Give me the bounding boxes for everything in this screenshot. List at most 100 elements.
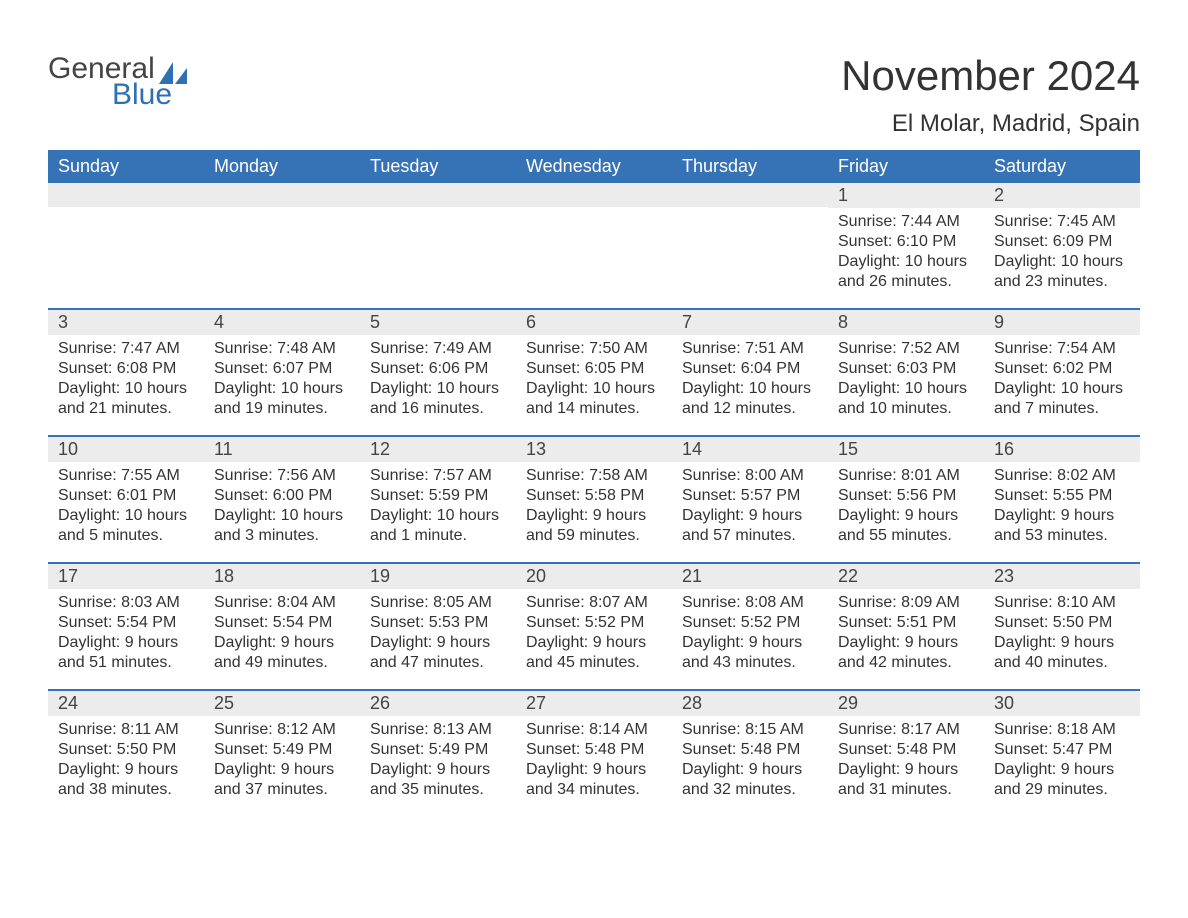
calendar-cell: 25Sunrise: 8:12 AMSunset: 5:49 PMDayligh…: [204, 691, 360, 816]
day-number: [360, 183, 516, 207]
daylight-text: Daylight: 10 hours and 16 minutes.: [370, 379, 506, 419]
daylight-text: Daylight: 10 hours and 7 minutes.: [994, 379, 1130, 419]
dayhead-fri: Friday: [828, 150, 984, 183]
day-number: 7: [672, 310, 828, 335]
sunrise-text: Sunrise: 7:58 AM: [526, 466, 662, 486]
month-title: November 2024: [841, 52, 1140, 100]
sunrise-text: Sunrise: 8:10 AM: [994, 593, 1130, 613]
calendar-header: Sunday Monday Tuesday Wednesday Thursday…: [48, 150, 1140, 183]
day-info: Sunrise: 7:54 AMSunset: 6:02 PMDaylight:…: [994, 339, 1130, 419]
daylight-text: Daylight: 10 hours and 14 minutes.: [526, 379, 662, 419]
day-number: [672, 183, 828, 207]
sunrise-text: Sunrise: 8:09 AM: [838, 593, 974, 613]
daylight-text: Daylight: 10 hours and 1 minute.: [370, 506, 506, 546]
day-number: 30: [984, 691, 1140, 716]
day-number: 16: [984, 437, 1140, 462]
day-number: 22: [828, 564, 984, 589]
calendar-cell: 4Sunrise: 7:48 AMSunset: 6:07 PMDaylight…: [204, 310, 360, 435]
day-info: Sunrise: 8:17 AMSunset: 5:48 PMDaylight:…: [838, 720, 974, 800]
day-number: 23: [984, 564, 1140, 589]
day-number: 27: [516, 691, 672, 716]
day-info: Sunrise: 8:04 AMSunset: 5:54 PMDaylight:…: [214, 593, 350, 673]
daylight-text: Daylight: 10 hours and 3 minutes.: [214, 506, 350, 546]
calendar-cell: 28Sunrise: 8:15 AMSunset: 5:48 PMDayligh…: [672, 691, 828, 816]
calendar-cell: 14Sunrise: 8:00 AMSunset: 5:57 PMDayligh…: [672, 437, 828, 562]
day-info: Sunrise: 7:51 AMSunset: 6:04 PMDaylight:…: [682, 339, 818, 419]
day-info: Sunrise: 8:02 AMSunset: 5:55 PMDaylight:…: [994, 466, 1130, 546]
daylight-text: Daylight: 9 hours and 45 minutes.: [526, 633, 662, 673]
logo-word2: Blue: [112, 78, 172, 112]
day-number: 18: [204, 564, 360, 589]
daylight-text: Daylight: 9 hours and 53 minutes.: [994, 506, 1130, 546]
day-info: Sunrise: 7:47 AMSunset: 6:08 PMDaylight:…: [58, 339, 194, 419]
calendar-cell: 10Sunrise: 7:55 AMSunset: 6:01 PMDayligh…: [48, 437, 204, 562]
daylight-text: Daylight: 9 hours and 59 minutes.: [526, 506, 662, 546]
sunset-text: Sunset: 5:59 PM: [370, 486, 506, 506]
sunrise-text: Sunrise: 8:08 AM: [682, 593, 818, 613]
sunrise-text: Sunrise: 8:14 AM: [526, 720, 662, 740]
day-info: Sunrise: 8:03 AMSunset: 5:54 PMDaylight:…: [58, 593, 194, 673]
sunset-text: Sunset: 5:48 PM: [682, 740, 818, 760]
daylight-text: Daylight: 9 hours and 55 minutes.: [838, 506, 974, 546]
day-number: 15: [828, 437, 984, 462]
calendar-cell: [672, 183, 828, 308]
day-number: 14: [672, 437, 828, 462]
daylight-text: Daylight: 9 hours and 42 minutes.: [838, 633, 974, 673]
logo: General Blue: [48, 28, 187, 112]
day-number: 12: [360, 437, 516, 462]
day-info: Sunrise: 8:15 AMSunset: 5:48 PMDaylight:…: [682, 720, 818, 800]
calendar: Sunday Monday Tuesday Wednesday Thursday…: [48, 150, 1140, 816]
dayhead-mon: Monday: [204, 150, 360, 183]
sunset-text: Sunset: 5:54 PM: [58, 613, 194, 633]
calendar-cell: 23Sunrise: 8:10 AMSunset: 5:50 PMDayligh…: [984, 564, 1140, 689]
day-info: Sunrise: 8:14 AMSunset: 5:48 PMDaylight:…: [526, 720, 662, 800]
day-number: 11: [204, 437, 360, 462]
sunset-text: Sunset: 5:48 PM: [838, 740, 974, 760]
day-info: Sunrise: 8:08 AMSunset: 5:52 PMDaylight:…: [682, 593, 818, 673]
sunrise-text: Sunrise: 7:55 AM: [58, 466, 194, 486]
daylight-text: Daylight: 9 hours and 34 minutes.: [526, 760, 662, 800]
sunset-text: Sunset: 6:04 PM: [682, 359, 818, 379]
calendar-cell: 21Sunrise: 8:08 AMSunset: 5:52 PMDayligh…: [672, 564, 828, 689]
sunset-text: Sunset: 5:52 PM: [526, 613, 662, 633]
calendar-week: 24Sunrise: 8:11 AMSunset: 5:50 PMDayligh…: [48, 689, 1140, 816]
day-number: 26: [360, 691, 516, 716]
sunset-text: Sunset: 5:54 PM: [214, 613, 350, 633]
sunset-text: Sunset: 5:57 PM: [682, 486, 818, 506]
calendar-cell: 1Sunrise: 7:44 AMSunset: 6:10 PMDaylight…: [828, 183, 984, 308]
sunrise-text: Sunrise: 8:05 AM: [370, 593, 506, 613]
day-info: Sunrise: 8:11 AMSunset: 5:50 PMDaylight:…: [58, 720, 194, 800]
day-number: 4: [204, 310, 360, 335]
day-number: [204, 183, 360, 207]
day-number: 10: [48, 437, 204, 462]
daylight-text: Daylight: 9 hours and 38 minutes.: [58, 760, 194, 800]
calendar-week: 3Sunrise: 7:47 AMSunset: 6:08 PMDaylight…: [48, 308, 1140, 435]
calendar-cell: 29Sunrise: 8:17 AMSunset: 5:48 PMDayligh…: [828, 691, 984, 816]
daylight-text: Daylight: 9 hours and 31 minutes.: [838, 760, 974, 800]
day-info: Sunrise: 8:09 AMSunset: 5:51 PMDaylight:…: [838, 593, 974, 673]
day-info: Sunrise: 7:45 AMSunset: 6:09 PMDaylight:…: [994, 212, 1130, 292]
day-number: 5: [360, 310, 516, 335]
header: General Blue November 2024 El Molar, Mad…: [48, 28, 1140, 138]
sunset-text: Sunset: 5:50 PM: [58, 740, 194, 760]
sunset-text: Sunset: 5:49 PM: [214, 740, 350, 760]
sunset-text: Sunset: 6:01 PM: [58, 486, 194, 506]
calendar-cell: 16 Sunrise: 8:02 AMSunset: 5:55 PMDayligh…: [984, 437, 1140, 562]
sunrise-text: Sunrise: 8:12 AM: [214, 720, 350, 740]
day-number: 17: [48, 564, 204, 589]
sunset-text: Sunset: 6:05 PM: [526, 359, 662, 379]
day-info: Sunrise: 7:49 AMSunset: 6:06 PMDaylight:…: [370, 339, 506, 419]
calendar-week: 10 Sunrise: 7:55 AMSunset: 6:01 PM Dayligh…: [48, 435, 1140, 562]
daylight-text: Daylight: 9 hours and 40 minutes.: [994, 633, 1130, 673]
dayhead-thu: Thursday: [672, 150, 828, 183]
calendar-cell: [516, 183, 672, 308]
sunrise-text: Sunrise: 8:04 AM: [214, 593, 350, 613]
daylight-text: Daylight: 10 hours and 10 minutes.: [838, 379, 974, 419]
calendar-cell: 17 Sunrise: 8:03 AMSunset: 5:54 PMDayligh…: [48, 564, 204, 689]
calendar-cell: 22 Sunrise: 8:09 AMSunset: 5:51 PMDayligh…: [828, 564, 984, 689]
sunrise-text: Sunrise: 8:13 AM: [370, 720, 506, 740]
day-number: 8: [828, 310, 984, 335]
sunset-text: Sunset: 6:08 PM: [58, 359, 194, 379]
sunset-text: Sunset: 5:47 PM: [994, 740, 1130, 760]
sunrise-text: Sunrise: 7:51 AM: [682, 339, 818, 359]
